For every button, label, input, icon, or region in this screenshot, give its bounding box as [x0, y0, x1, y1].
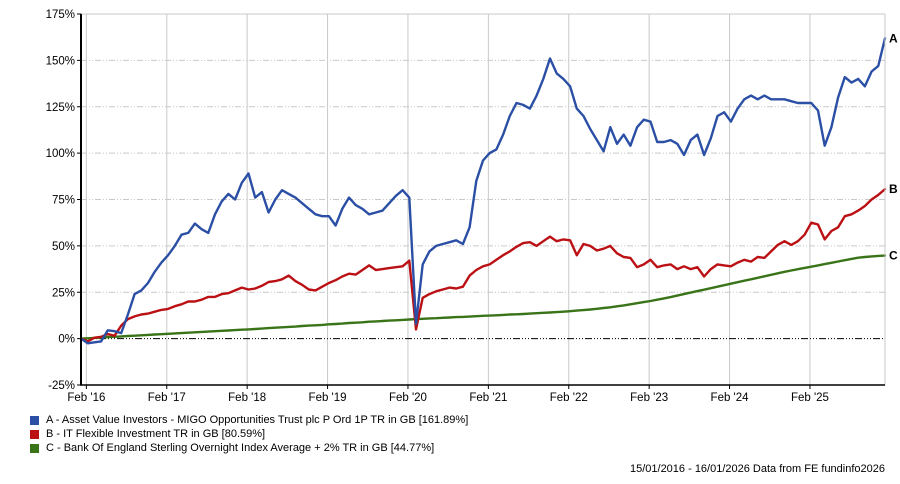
- y-tick-label: 125%: [46, 102, 75, 114]
- y-tick-label: 175%: [46, 9, 75, 21]
- series-lines: [79, 37, 887, 345]
- horizontal-gridlines: [81, 59, 885, 293]
- end-label-C: C: [889, 249, 898, 263]
- date-range-source-text: 15/01/2016 - 16/01/2026 Data from FE fun…: [629, 463, 885, 475]
- legend-item-B: B - IT Flexible Investment TR in GB [80.…: [30, 427, 468, 441]
- series-end-labels: A B C: [889, 31, 898, 262]
- y-tick-label: 50%: [52, 241, 75, 253]
- y-tick-label: 100%: [46, 148, 75, 160]
- legend-color-chip-C: [30, 443, 39, 453]
- x-tick-label: Feb '25: [791, 392, 829, 404]
- x-tick-label: Feb '19: [309, 392, 347, 404]
- legend-item-A: A - Asset Value Investors - MIGO Opportu…: [30, 413, 468, 427]
- x-tick-label: Feb '22: [550, 392, 588, 404]
- series-line-B: [79, 187, 887, 343]
- series-line-A: [79, 37, 887, 345]
- y-tick-label: 25%: [52, 287, 75, 299]
- x-tick-label: Feb '18: [228, 392, 266, 404]
- performance-line-chart: -25%0%25%50%75%100%125%150%175% Feb '16 F…: [46, 9, 898, 404]
- legend-label-B: B - IT Flexible Investment TR in GB [80.…: [46, 428, 266, 440]
- legend-color-chip-A: [30, 415, 39, 425]
- legend-label-A: A - Asset Value Investors - MIGO Opportu…: [46, 414, 469, 426]
- y-axis-tick-labels: -25% 0% 25% 50% 75% 100% 125% 150% 175%: [46, 9, 81, 392]
- plot-frame: [80, 13, 886, 386]
- x-tick-label: Feb '21: [469, 392, 507, 404]
- end-label-A: A: [889, 31, 898, 45]
- x-tick-label: Feb '20: [389, 392, 427, 404]
- legend: A - Asset Value Investors - MIGO Opportu…: [30, 413, 468, 455]
- x-tick-label: Feb '24: [711, 392, 750, 404]
- x-axis-tick-labels: Feb '16 Feb '17 Feb '18 Feb '19 Feb '20 Feb '…: [67, 385, 829, 404]
- series-line-C: [79, 254, 887, 340]
- legend-color-chip-B: [30, 429, 39, 439]
- y-tick-label: 0%: [58, 334, 75, 346]
- legend-item-C: C - Bank Of England Sterling Overnight I…: [30, 441, 468, 455]
- legend-label-C: C - Bank Of England Sterling Overnight I…: [46, 442, 435, 454]
- x-tick-label: Feb '23: [630, 392, 668, 404]
- x-tick-label: Feb '17: [148, 392, 186, 404]
- x-tick-label: Feb '16: [67, 392, 105, 404]
- y-tick-label: -25%: [48, 380, 75, 392]
- y-tick-label: 75%: [52, 195, 75, 207]
- y-tick-label: 150%: [46, 55, 75, 67]
- end-label-B: B: [889, 182, 898, 196]
